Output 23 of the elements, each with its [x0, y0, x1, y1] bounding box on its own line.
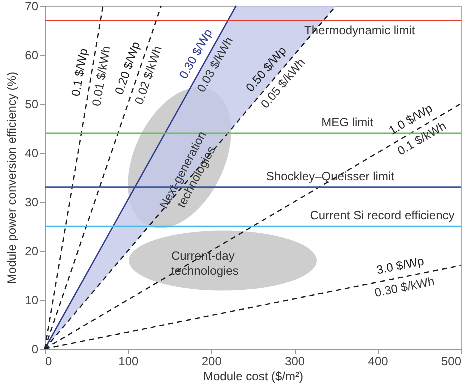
y-tick-label: 60 [25, 48, 39, 62]
ref-line-label: Thermodynamic limit [304, 24, 416, 38]
x-tick-label: 500 [441, 354, 462, 368]
ref-line-label: MEG limit [322, 115, 374, 130]
x-tick-label: 200 [202, 354, 222, 368]
y-tick-label: 30 [25, 196, 39, 210]
x-axis-title: Module cost ($/m²) [203, 370, 304, 384]
annotation: Current-day technologies [171, 248, 239, 278]
y-tick-label: 10 [25, 294, 39, 308]
y-tick-label: 50 [25, 98, 39, 112]
text: 0.1 $/Wp [68, 47, 91, 98]
y-tick-label: 70 [25, 0, 39, 14]
x-tick-label: 300 [285, 354, 306, 368]
x-tick-label: 400 [368, 354, 389, 368]
y-tick-label: 0 [32, 342, 39, 356]
x-tick-label: 100 [118, 354, 140, 368]
ref-line-label: Shockley–Queisser limit [266, 169, 396, 184]
annotation: 0.01 $/kWh [89, 45, 114, 108]
y-tick-label: 20 [25, 244, 39, 258]
x-tick-label: 0 [46, 354, 52, 368]
y-tick-label: 40 [25, 146, 39, 160]
y-axis-title: Module power conversion efficiency (%) [5, 72, 20, 284]
ref-line-label: Current Si record efficiency [310, 208, 455, 222]
